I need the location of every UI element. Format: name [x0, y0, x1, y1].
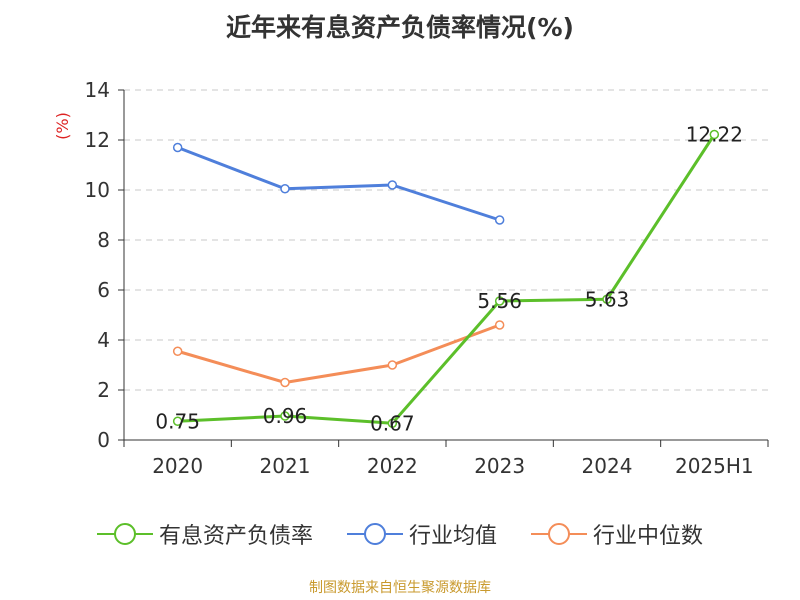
y-axis-label: (%)	[53, 112, 72, 140]
legend-item[interactable]: 有息资产负债率	[96, 518, 313, 550]
data-point	[494, 296, 505, 306]
data-point	[172, 416, 183, 426]
x-tick-label: 2021	[260, 454, 311, 478]
y-tick-label: 0	[97, 428, 110, 452]
legend-label: 有息资产负债率	[158, 524, 313, 549]
legend-label: 行业中位数	[593, 524, 704, 549]
data-label: 0.67	[370, 411, 415, 435]
series-line	[177, 133, 716, 425]
legend-item[interactable]: 行业均值	[346, 518, 497, 550]
x-tick-label: 2022	[367, 454, 418, 478]
data-point	[709, 129, 720, 140]
y-tick-label: 14	[85, 78, 110, 102]
x-tick-label: 2023	[474, 454, 525, 478]
data-label: 0.75	[155, 409, 200, 433]
series-2	[172, 320, 505, 388]
y-tick-label: 2	[97, 378, 110, 402]
data-label: 12.22	[686, 123, 743, 147]
data-point	[494, 215, 505, 225]
y-tick-label: 4	[97, 328, 110, 352]
legend-marker-icon	[96, 523, 153, 545]
x-tick-label: 2025H1	[675, 454, 754, 478]
chart-title: 近年来有息资产负债率情况(%)	[226, 13, 574, 42]
series-line	[177, 146, 501, 222]
source-note: 制图数据来自恒生聚源数据库	[309, 580, 491, 596]
grid-lines	[124, 89, 768, 391]
series-lines	[172, 129, 720, 428]
data-point	[280, 377, 290, 388]
x-tick-label: 2024	[582, 454, 633, 478]
y-tick-label: 6	[97, 278, 110, 302]
data-point	[602, 294, 612, 304]
axes: 0 2 4 6 8 10 12 14 2020 2021 2022 2023 2024 2025H1 (%)	[53, 78, 769, 478]
x-tick-label: 2020	[152, 454, 203, 478]
y-tick-label: 8	[97, 228, 110, 252]
data-labels: 0.75 0.96 0.67 5.56 5.63 12.22	[155, 123, 743, 436]
series-0	[172, 129, 720, 428]
legend-label: 行业均值	[408, 524, 497, 549]
series-line	[177, 323, 501, 384]
y-tick-label: 10	[85, 178, 110, 202]
data-label: 5.63	[585, 287, 630, 311]
series-1	[172, 142, 505, 225]
data-label: 0.96	[263, 404, 308, 428]
data-point	[280, 411, 290, 421]
data-point	[387, 180, 398, 190]
legend: 有息资产负债率 行业均值 行业中位数	[0, 518, 800, 550]
data-point	[387, 360, 398, 370]
data-label: 5.56	[477, 289, 522, 313]
legend-marker-icon	[531, 523, 587, 545]
y-tick-label: 12	[85, 128, 110, 152]
data-point	[172, 142, 183, 153]
data-point	[280, 184, 290, 194]
data-point	[387, 418, 398, 428]
data-point	[494, 320, 505, 330]
legend-marker-icon	[346, 523, 403, 545]
legend-item[interactable]: 行业中位数	[531, 518, 703, 550]
data-point	[172, 346, 183, 356]
